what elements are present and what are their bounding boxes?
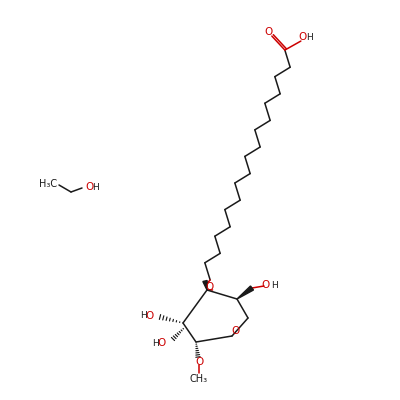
- Text: O: O: [265, 27, 273, 37]
- Text: O: O: [262, 280, 270, 290]
- Text: H₃C: H₃C: [39, 179, 57, 189]
- Text: H: H: [152, 338, 159, 348]
- Text: O: O: [195, 357, 203, 367]
- Text: O: O: [206, 282, 214, 292]
- Text: H: H: [92, 184, 99, 192]
- Text: O: O: [231, 326, 239, 336]
- Text: O: O: [85, 182, 93, 192]
- Text: H: H: [271, 280, 277, 290]
- Text: H: H: [140, 312, 147, 320]
- Text: O: O: [158, 338, 166, 348]
- Text: O: O: [299, 32, 307, 42]
- Text: CH₃: CH₃: [190, 374, 208, 384]
- Polygon shape: [237, 286, 254, 299]
- Text: H: H: [306, 32, 313, 42]
- Polygon shape: [203, 280, 207, 290]
- Text: O: O: [146, 311, 154, 321]
